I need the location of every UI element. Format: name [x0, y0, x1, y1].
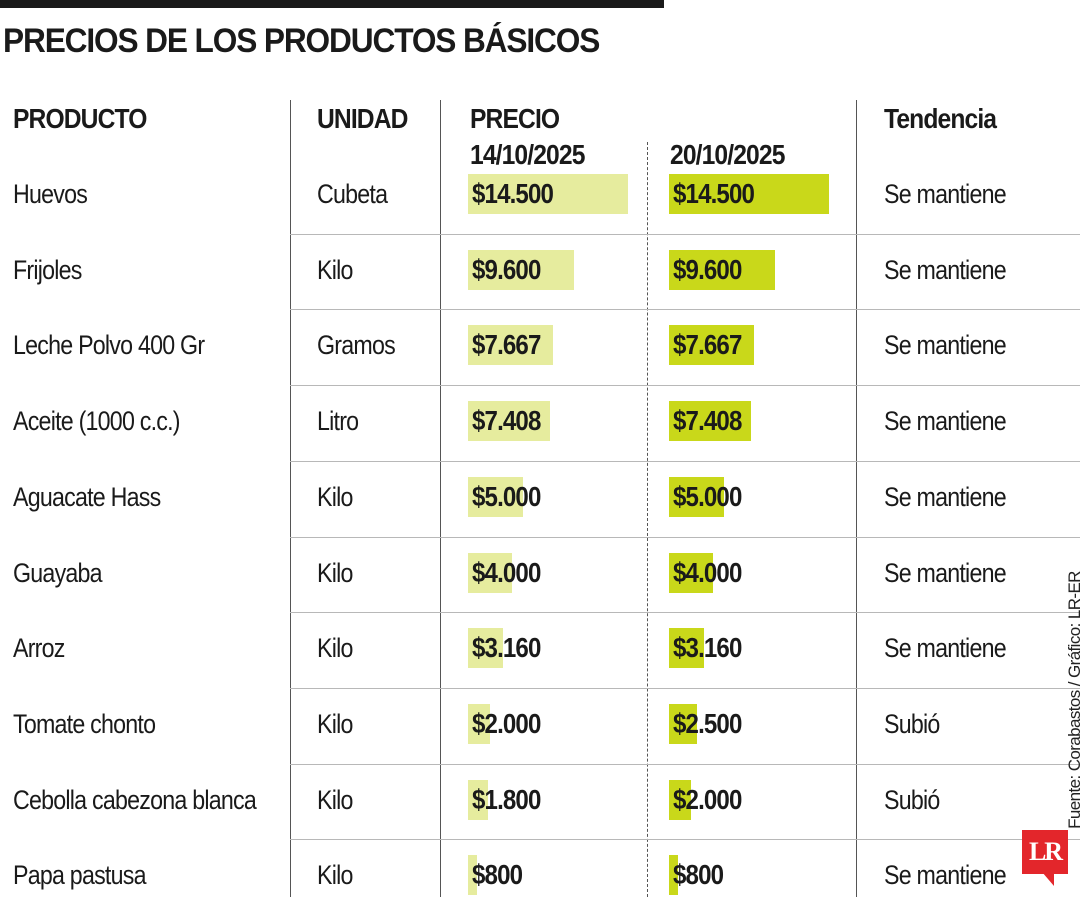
price-bar-date1: [468, 476, 524, 517]
row-divider: [290, 233, 1080, 235]
price-date2: $9.600: [673, 253, 742, 285]
price-date2: $2.000: [673, 783, 742, 815]
header-price: PRECIO: [470, 103, 560, 134]
price-date1: $4.000: [472, 556, 541, 588]
trend-label: Se mantiene: [884, 330, 1007, 361]
header-date-1: 14/10/2025: [470, 139, 585, 170]
product-unit: Kilo: [317, 860, 353, 891]
price-bar-date1: [468, 401, 550, 442]
price-bar-date1: [468, 855, 477, 896]
divider-dates: [647, 142, 648, 897]
row-divider: [290, 536, 1080, 538]
header-unit: UNIDAD: [317, 103, 408, 134]
product-name: Guayaba: [13, 557, 103, 588]
price-date1: $9.600: [472, 253, 541, 285]
trend-label: Subió: [884, 784, 940, 815]
product-name: Arroz: [13, 633, 65, 664]
lr-logo-tail: [1042, 872, 1054, 886]
price-bar-date1: [468, 552, 513, 593]
product-unit: Cubeta: [317, 179, 388, 209]
price-bar-date2: [669, 174, 829, 214]
price-date2: $7.667: [673, 329, 742, 361]
product-name: Papa pastusa: [13, 860, 146, 891]
price-bar-date2: [669, 325, 754, 366]
product-name: Cebolla cabezona blanca: [13, 784, 257, 815]
trend-label: Se mantiene: [884, 860, 1007, 891]
trend-label: Se mantiene: [884, 406, 1007, 437]
header-date-2: 20/10/2025: [670, 139, 785, 170]
product-unit: Kilo: [317, 557, 353, 588]
product-unit: Litro: [317, 406, 359, 437]
divider-price: [440, 100, 441, 897]
price-date1: $2.000: [472, 707, 541, 739]
price-bar-date1: [468, 779, 488, 820]
price-date2: $14.500: [673, 178, 755, 209]
product-unit: Kilo: [317, 481, 353, 512]
trend-label: Se mantiene: [884, 179, 1007, 209]
trend-label: Se mantiene: [884, 633, 1007, 664]
row-divider: [290, 839, 1080, 841]
product-unit: Kilo: [317, 708, 353, 739]
price-bar-date1: [468, 703, 491, 744]
trend-label: Se mantiene: [884, 481, 1007, 512]
price-bar-date2: [669, 779, 692, 820]
price-bar-date2: [669, 855, 678, 896]
divider-unit: [290, 100, 291, 897]
price-date1: $14.500: [472, 178, 554, 209]
row-divider: [290, 687, 1080, 689]
price-bar-date2: [669, 249, 775, 290]
price-date2: $7.408: [673, 405, 742, 437]
row-divider: [290, 309, 1080, 311]
divider-trend: [856, 100, 857, 897]
price-date1: $3.160: [472, 632, 541, 664]
price-date2: $4.000: [673, 556, 742, 588]
product-name: Aceite (1000 c.c.): [13, 406, 181, 437]
price-date2: $2.500: [673, 707, 742, 739]
price-bar-date2: [669, 552, 714, 593]
price-date2: $800: [673, 859, 724, 891]
price-bar-date1: [468, 249, 574, 290]
product-name: Leche Polvo 400 Gr: [13, 330, 205, 361]
row-divider: [290, 460, 1080, 462]
price-date1: $7.667: [472, 329, 541, 361]
product-name: Frijoles: [13, 254, 82, 285]
price-date1: $7.408: [472, 405, 541, 437]
trend-label: Se mantiene: [884, 557, 1007, 588]
price-date2: $5.000: [673, 480, 742, 512]
header-trend: Tendencia: [884, 103, 997, 134]
product-name: Huevos: [13, 179, 88, 209]
product-name: Aguacate Hass: [13, 481, 161, 512]
header-product: PRODUCTO: [13, 103, 147, 134]
product-unit: Gramos: [317, 330, 396, 361]
trend-label: Subió: [884, 708, 940, 739]
price-bar-date2: [669, 703, 697, 744]
top-rule: [0, 0, 664, 8]
source-note: Fuente: Corabastos / Gráfico: LR-ER: [1065, 571, 1080, 829]
price-date1: $5.000: [472, 480, 541, 512]
price-bar-date2: [669, 401, 751, 442]
price-bar-date1: [468, 325, 553, 366]
row-divider: [290, 763, 1080, 765]
price-date1: $1.800: [472, 783, 541, 815]
price-bar-date1: [468, 174, 628, 214]
price-date1: $800: [472, 859, 523, 891]
trend-label: Se mantiene: [884, 254, 1007, 285]
price-bar-date2: [669, 628, 704, 669]
row-divider: [290, 385, 1080, 387]
lr-logo: LR: [1022, 830, 1068, 874]
price-bar-date2: [669, 476, 725, 517]
product-unit: Kilo: [317, 254, 353, 285]
row-divider: [290, 612, 1080, 614]
product-unit: Kilo: [317, 784, 353, 815]
product-name: Tomate chonto: [13, 708, 156, 739]
page-title: PRECIOS DE LOS PRODUCTOS BÁSICOS: [3, 22, 600, 60]
price-bar-date1: [468, 628, 503, 669]
product-unit: Kilo: [317, 633, 353, 664]
price-date2: $3.160: [673, 632, 742, 664]
